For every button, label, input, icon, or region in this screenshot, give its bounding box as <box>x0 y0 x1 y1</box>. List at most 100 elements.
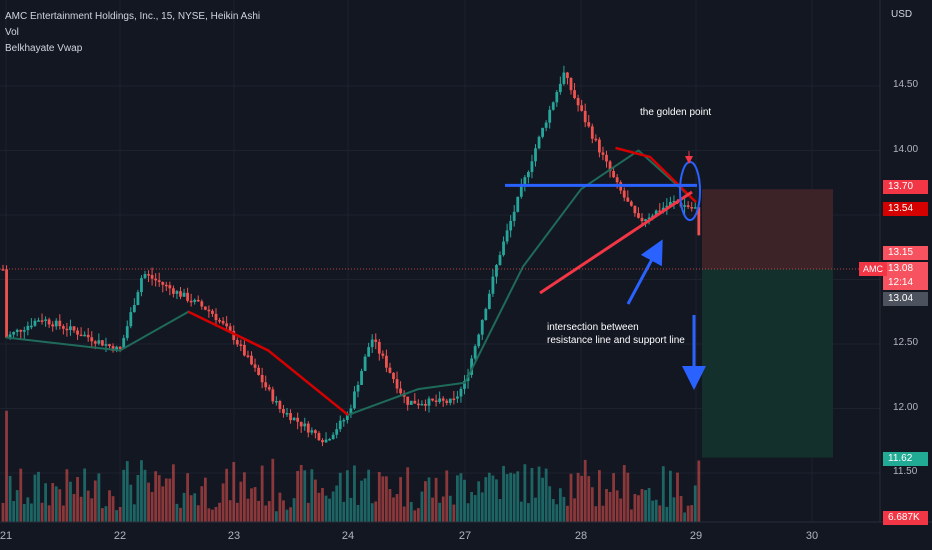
date-label: 24 <box>341 530 355 542</box>
candle-body <box>424 403 427 406</box>
candle-body <box>61 326 65 329</box>
ticker-badge[interactable]: AMC <box>859 262 887 276</box>
price-label: 14.00 <box>893 144 919 155</box>
volume-bar <box>367 469 371 522</box>
volume-bar <box>5 410 8 522</box>
last-price-tag: 13.08 <box>883 262 928 276</box>
candle-body <box>519 186 523 197</box>
volume-bar <box>654 499 658 522</box>
volume-bar <box>235 502 239 522</box>
volume-bar <box>115 510 118 522</box>
candle-body <box>321 440 324 443</box>
candle-body <box>154 278 158 281</box>
candle-body <box>44 319 47 321</box>
prev-price-tag: 13.15 <box>883 246 928 260</box>
candle-body <box>633 205 637 214</box>
volume-bar <box>335 485 339 522</box>
intersection-note[interactable]: intersection between resistance line and… <box>547 321 685 347</box>
volume-bar <box>385 476 388 522</box>
candle-body <box>534 148 537 162</box>
volume-bar <box>413 510 417 522</box>
date-label: 29 <box>689 530 703 542</box>
candle-body <box>12 332 16 335</box>
volume-bar <box>289 507 292 522</box>
volume-bar <box>129 484 133 522</box>
volume-bar <box>211 509 214 522</box>
volume-bar <box>544 468 548 522</box>
candle-body <box>452 398 456 401</box>
candle-body <box>647 217 651 220</box>
candle-body <box>516 196 520 212</box>
volume-bar <box>69 481 72 522</box>
candle-body <box>427 398 431 406</box>
candle-body <box>58 320 62 327</box>
volume-bar <box>637 495 640 522</box>
volume-bar <box>83 468 87 522</box>
symbol-title[interactable]: AMC Entertainment Holdings, Inc., 15, NY… <box>5 11 261 22</box>
indicator-label[interactable]: Belkhayate Vwap <box>5 43 83 54</box>
volume-bar <box>495 479 498 522</box>
volume-bar <box>303 470 307 522</box>
countdown-tag: 12:14 <box>883 276 928 290</box>
volume-bar <box>392 497 395 522</box>
volume-bar <box>470 491 473 522</box>
volume-bar <box>388 489 392 522</box>
candle-body <box>377 341 381 354</box>
volume-bar <box>406 467 410 522</box>
candle-body <box>527 172 530 178</box>
volume-bar <box>292 498 296 522</box>
candle-body <box>132 305 136 313</box>
volume-bar <box>76 476 79 522</box>
candle-body <box>218 320 221 322</box>
candle-body <box>502 241 505 256</box>
candle-body <box>498 255 502 266</box>
chart-legend[interactable]: AMC Entertainment Holdings, Inc., 15, NY… <box>5 9 260 57</box>
candle-body <box>665 205 669 208</box>
candle-body <box>367 347 371 357</box>
volume-bar <box>22 504 26 522</box>
volume-label[interactable]: Vol <box>5 27 19 38</box>
candle-body <box>683 205 686 207</box>
volume-bar <box>175 503 179 522</box>
candle-body <box>445 400 449 403</box>
volume-bar <box>228 500 232 522</box>
candle-body <box>164 284 168 287</box>
volume-bar <box>424 481 427 522</box>
candle-body <box>487 293 491 309</box>
volume-bar <box>321 488 324 522</box>
volume-bar <box>310 469 314 522</box>
volume-bar <box>189 495 193 522</box>
volume-bar <box>551 499 555 522</box>
volume-bar <box>594 506 598 522</box>
candle-body <box>431 398 434 401</box>
volume-bar <box>580 475 584 522</box>
candle-body <box>342 419 346 422</box>
golden-point-note[interactable]: the golden point <box>640 107 712 118</box>
candle-body <box>434 400 438 403</box>
volume-tag: 6.687K <box>883 511 928 525</box>
candle-body <box>97 340 101 344</box>
volume-bar <box>221 483 225 522</box>
candle-body <box>108 344 111 347</box>
volume-bar <box>353 465 356 522</box>
take-profit-zone <box>702 269 833 458</box>
candle-body <box>353 391 356 409</box>
candle-body <box>122 338 126 349</box>
price-label: 14.50 <box>893 79 919 90</box>
stop-loss-zone <box>702 189 833 270</box>
candle-body <box>86 334 90 338</box>
volume-bar <box>79 496 83 522</box>
candle-body <box>576 98 580 106</box>
candle-body <box>491 276 495 294</box>
candle-body <box>399 388 402 394</box>
volume-bar <box>473 495 477 522</box>
candle-body <box>282 409 285 414</box>
support-line <box>539 190 693 295</box>
alt-price-tag: 13.04 <box>883 292 928 306</box>
candle-body <box>129 312 133 327</box>
candle-body <box>15 329 19 333</box>
volume-bar <box>661 466 665 522</box>
volume-bar <box>487 472 491 522</box>
volume-bar <box>566 505 569 522</box>
